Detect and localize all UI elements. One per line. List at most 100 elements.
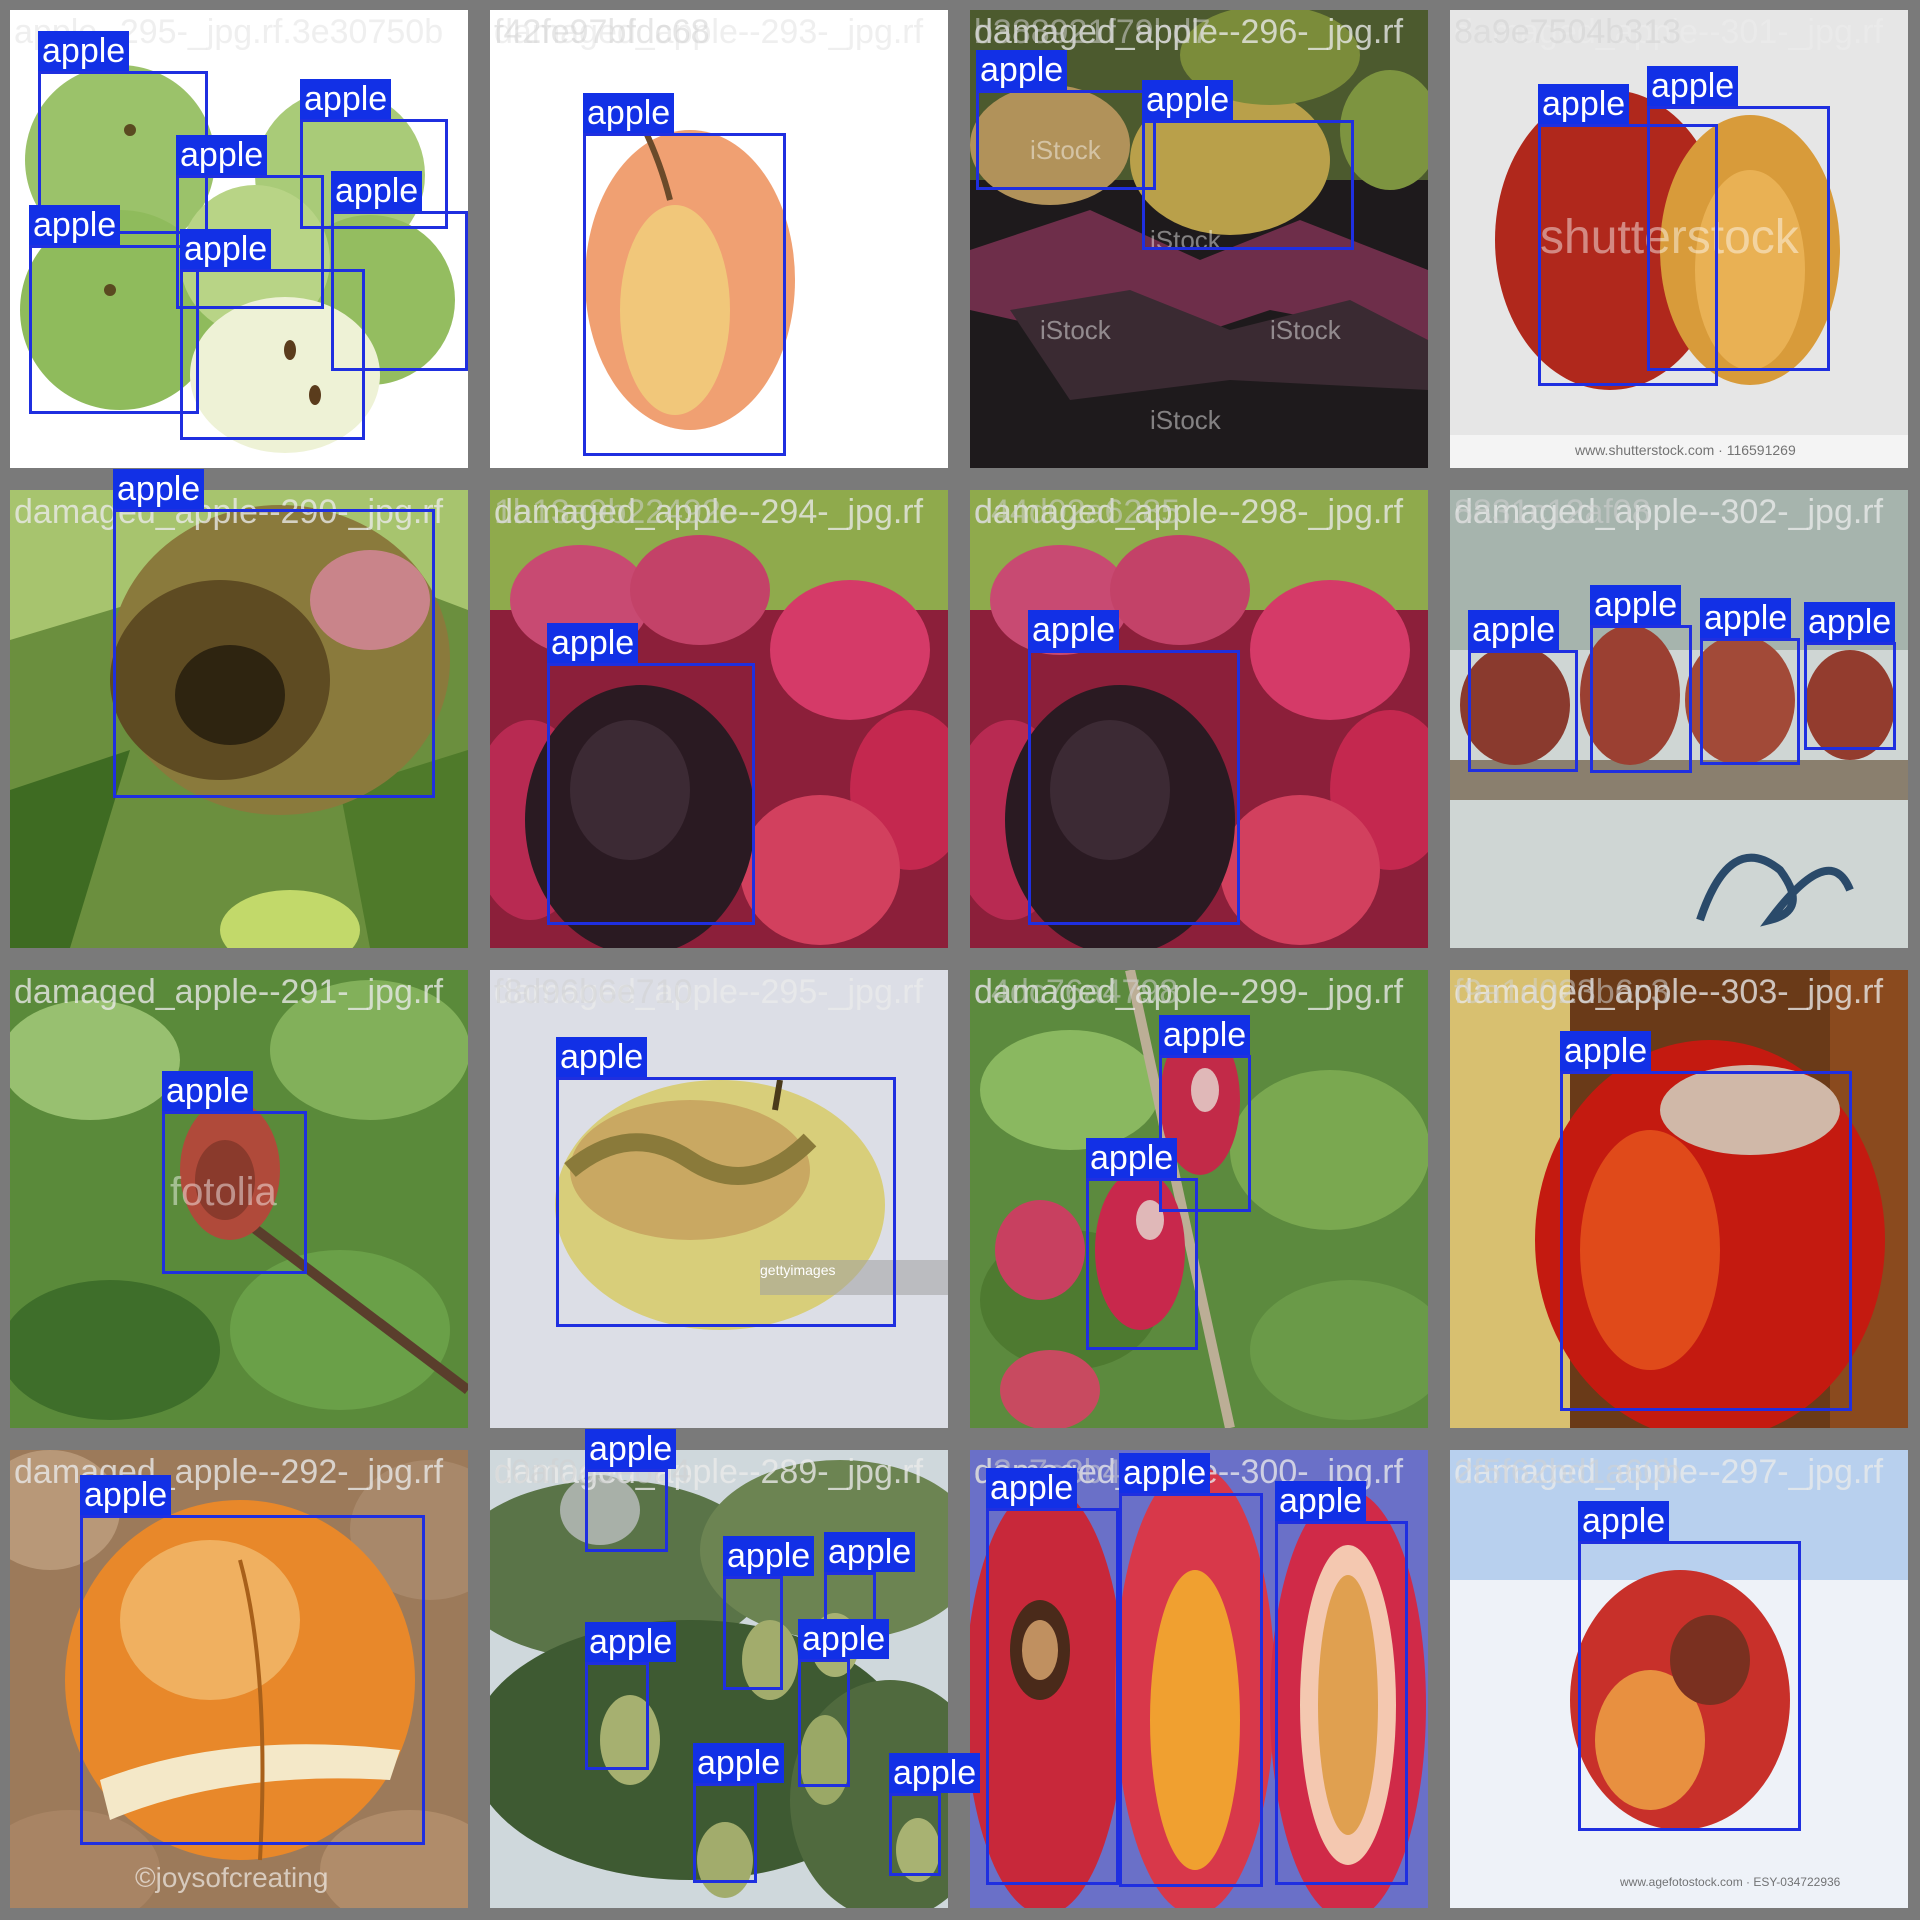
bounding-box[interactable] (556, 1077, 896, 1327)
class-label: apple (1647, 66, 1739, 106)
class-label: apple (1538, 84, 1630, 124)
watermark-text: ©joysofcreating (135, 1862, 329, 1893)
tile-photo (1450, 970, 1908, 1428)
tile-photo (490, 490, 948, 948)
tile-photo (10, 10, 468, 468)
tile-photo (10, 490, 468, 948)
image-tile[interactable]: damaged_apple--299-_jpg.rf c4dc76a4798 a… (970, 970, 1428, 1428)
image-tile[interactable]: www.agefotostock.com · ESY-034722936 dam… (1450, 1450, 1908, 1908)
class-label: apple (38, 31, 130, 71)
bounding-box[interactable] (1538, 124, 1718, 386)
image-tile[interactable]: damaged_apple--303-_jpg.rf f9a1d023b6c3 … (1450, 970, 1908, 1428)
class-label: apple (693, 1743, 785, 1783)
class-label: apple (1275, 1481, 1367, 1521)
class-label: apple (113, 469, 205, 509)
class-label: apple (1578, 1501, 1670, 1541)
image-tile[interactable]: damaged_apple--300-_jpg.rf d2c7c8b4e8 ap… (970, 1450, 1428, 1908)
bounding-box[interactable] (976, 90, 1156, 190)
class-label: apple (1142, 80, 1234, 120)
image-tile[interactable]: damaged_apple--293-_jpg.rf f42fe97bfdc68… (490, 10, 948, 468)
tile-photo (490, 970, 948, 1428)
bounding-box[interactable] (29, 245, 199, 414)
image-tile[interactable]: ©joysofcreating damaged_apple--292-_jpg.… (10, 1450, 468, 1908)
class-label: apple (824, 1532, 916, 1572)
class-label: apple (80, 1475, 172, 1515)
bounding-box[interactable] (113, 509, 435, 798)
class-label: apple (1159, 1015, 1251, 1055)
class-label: apple (585, 1429, 677, 1469)
image-tile[interactable]: fotolia damaged_apple--291-_jpg.rf apple (10, 970, 468, 1428)
image-tile[interactable]: damaged_apple--289-_jpg.rf c0af0a9e6b4 a… (490, 1429, 981, 1908)
bounding-box[interactable] (986, 1508, 1119, 1885)
bounding-box[interactable] (889, 1793, 941, 1876)
bounding-box[interactable] (798, 1659, 850, 1787)
image-tile[interactable]: damaged_apple--298-_jpg.rf c44d02a6285 a… (970, 490, 1428, 948)
bounding-box[interactable] (1647, 106, 1830, 371)
class-label: apple (1086, 1138, 1178, 1178)
image-tile[interactable]: damaged_apple--290-_jpg.rf apple (10, 469, 468, 948)
bounding-box[interactable] (1159, 1055, 1251, 1212)
bounding-box[interactable] (1468, 650, 1578, 772)
bounding-box[interactable] (1590, 625, 1692, 773)
bounding-box[interactable] (547, 663, 755, 925)
class-label: apple (331, 171, 423, 211)
watermark-text: iStock (1040, 315, 1111, 345)
image-tile[interactable]: damaged_apple--302-_jpg.rf 8831c12af08 a… (1450, 490, 1908, 948)
image-tile[interactable]: damaged_apple--294-_jpg.rf 1b13a9b22492c… (490, 490, 948, 948)
class-label: apple (1700, 598, 1792, 638)
bounding-box[interactable] (176, 175, 324, 309)
image-tile[interactable]: apple--295-_jpg.rf.3e30750b apple apple … (10, 10, 468, 468)
class-label: apple (547, 623, 639, 663)
class-label: apple (176, 135, 268, 175)
class-label: apple (798, 1619, 890, 1659)
tile-photo (10, 1450, 468, 1908)
bounding-box[interactable] (331, 211, 468, 371)
bounding-box[interactable] (1700, 638, 1800, 765)
bounding-box[interactable] (723, 1576, 783, 1690)
watermark-text: iStock (1270, 315, 1341, 345)
bounding-box[interactable] (162, 1111, 307, 1274)
tile-photo (1450, 490, 1908, 948)
bounding-box[interactable] (1578, 1541, 1801, 1831)
caption-text: www.shutterstock.com · 116591269 (1575, 442, 1796, 458)
watermark-text: iStock (1150, 225, 1221, 255)
class-label: apple (556, 1037, 648, 1077)
image-tile[interactable]: gettyimages damaged_apple--295-_jpg.rf f… (490, 970, 948, 1428)
image-tile[interactable]: shutterstock www.shutterstock.com · 1165… (1450, 10, 1908, 468)
watermark-text: fotolia (170, 1170, 277, 1214)
tile-photo (10, 970, 468, 1428)
image-tile[interactable]: iStock iStock iStock iStock iStock damag… (970, 10, 1428, 468)
class-label: apple (162, 1071, 254, 1111)
class-label: apple (1590, 585, 1682, 625)
bounding-box[interactable] (1560, 1071, 1852, 1411)
bounding-box[interactable] (1804, 642, 1896, 750)
class-label: apple (585, 1622, 677, 1662)
class-label: apple (1028, 610, 1120, 650)
class-label: apple (723, 1536, 815, 1576)
watermark-text: iStock (1150, 405, 1221, 435)
bounding-box[interactable] (1275, 1521, 1408, 1885)
bounding-box[interactable] (300, 119, 448, 229)
class-label: apple (300, 79, 392, 119)
bounding-box[interactable] (1119, 1493, 1263, 1887)
class-label: apple (1119, 1453, 1211, 1493)
bounding-box[interactable] (1086, 1178, 1198, 1350)
tile-photo (1450, 10, 1908, 468)
class-label: apple (1560, 1031, 1652, 1071)
bounding-box[interactable] (180, 269, 365, 440)
bounding-box[interactable] (583, 133, 786, 456)
class-label: apple (29, 205, 121, 245)
bounding-box[interactable] (1142, 120, 1354, 250)
watermark-text: gettyimages (760, 1262, 836, 1278)
caption-text: www.agefotostock.com · ESY-034722936 (1620, 1875, 1841, 1889)
class-label: apple (583, 93, 675, 133)
tile-photo (490, 10, 948, 468)
bounding-box[interactable] (1028, 650, 1240, 925)
bounding-box[interactable] (585, 1469, 668, 1552)
class-label: apple (889, 1753, 981, 1793)
bounding-box[interactable] (693, 1783, 757, 1883)
bounding-box[interactable] (585, 1662, 649, 1770)
bounding-box[interactable] (80, 1515, 425, 1845)
watermark-text: iStock (1030, 135, 1101, 165)
